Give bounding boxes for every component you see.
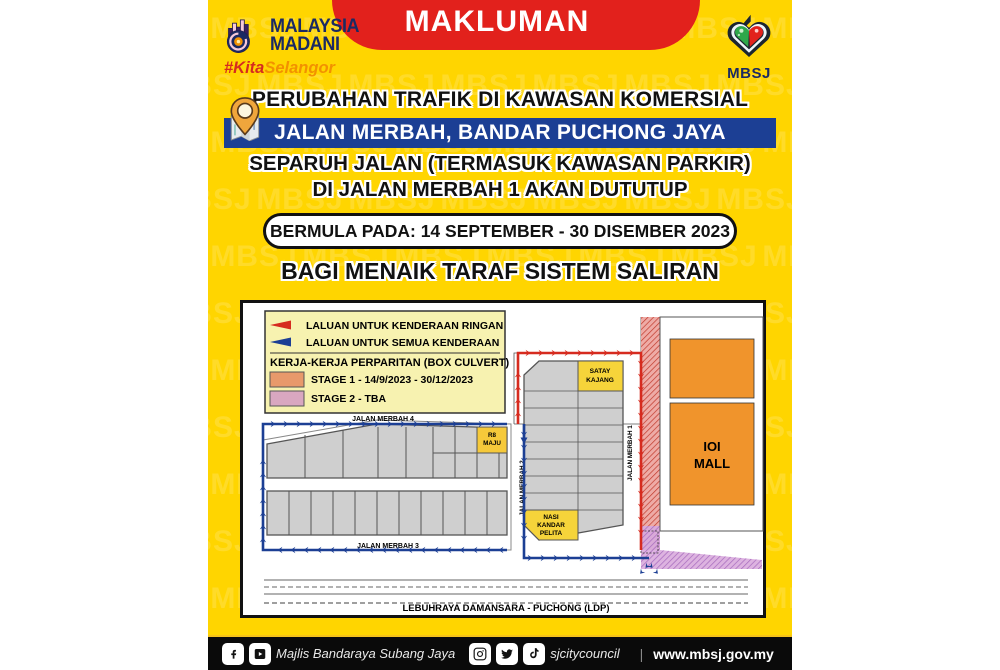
svg-text:KAJANG: KAJANG	[586, 377, 614, 384]
svg-text:R8: R8	[488, 432, 497, 439]
svg-text:SATAY: SATAY	[590, 368, 611, 375]
svg-text:JALAN MERBAH 4: JALAN MERBAH 4	[352, 416, 414, 423]
svg-text:MALL: MALL	[694, 456, 730, 471]
svg-text:STAGE 2 - TBA: STAGE 2 - TBA	[311, 393, 386, 405]
svg-text:PELITA: PELITA	[540, 530, 563, 537]
svg-text:MAJU: MAJU	[483, 440, 501, 447]
svg-text:KANDAR: KANDAR	[537, 522, 565, 529]
svg-text:LALUAN UNTUK KENDERAAN RINGAN: LALUAN UNTUK KENDERAAN RINGAN	[306, 320, 503, 332]
svg-text:STAGE 1 - 14/9/2023 - 30/12/20: STAGE 1 - 14/9/2023 - 30/12/2023	[311, 374, 473, 386]
svg-text:LEBUHRAYA DAMANSARA - PUCHONG: LEBUHRAYA DAMANSARA - PUCHONG (LDP)	[402, 603, 609, 614]
svg-text:JALAN MERBAH 1: JALAN MERBAH 1	[627, 425, 634, 481]
svg-text:LALUAN UNTUK SEMUA KENDERAAN: LALUAN UNTUK SEMUA KENDERAAN	[306, 337, 499, 349]
svg-text:NASI: NASI	[543, 514, 558, 521]
svg-text:IOI: IOI	[703, 439, 720, 454]
svg-text:KERJA-KERJA PERPARITAN (BOX CU: KERJA-KERJA PERPARITAN (BOX CULVERT)	[270, 357, 509, 369]
